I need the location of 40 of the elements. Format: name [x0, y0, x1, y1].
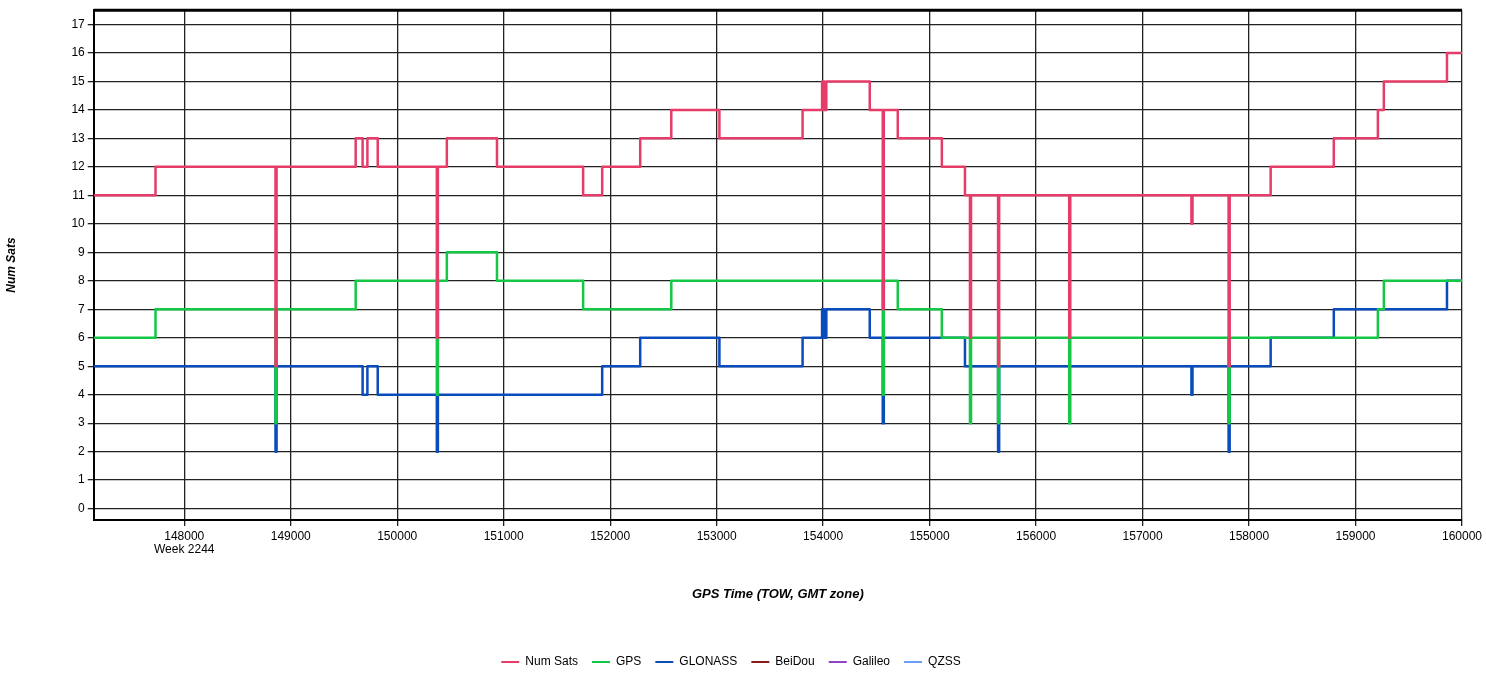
- x-tick-label: 157000: [1122, 528, 1163, 543]
- y-tick-label: 4: [78, 387, 86, 401]
- x-tick-label: 152000: [590, 528, 631, 543]
- x-tick-label: 151000: [483, 528, 525, 543]
- y-tick-label: 1: [78, 472, 86, 487]
- legend-label: BeiDou: [775, 654, 815, 669]
- legend-label: QZSS: [928, 654, 961, 669]
- y-tick-label: 6: [78, 330, 86, 345]
- y-tick-label: 9: [78, 244, 86, 259]
- x-axis-title: GPS Time (TOW, GMT zone): [691, 585, 864, 601]
- y-tick-label: 10: [71, 216, 86, 231]
- legend-label: Num Sats: [525, 654, 578, 669]
- x-tick-label: 153000: [696, 528, 737, 543]
- x-tick-label: 148000: [164, 528, 205, 543]
- y-tick-label: 12: [71, 159, 86, 174]
- y-tick-label: 11: [72, 187, 86, 202]
- y-axis-title: Num Sats: [3, 237, 18, 293]
- y-tick-label: 14: [71, 102, 86, 117]
- x-tick-label: 159000: [1335, 528, 1376, 543]
- y-tick-label: 5: [78, 358, 86, 373]
- text: Week 2244: [154, 542, 215, 557]
- x-tick-label: 158000: [1229, 528, 1270, 543]
- y-tick-label: 7: [78, 301, 86, 316]
- y-tick-label: 8: [78, 273, 86, 288]
- x-tick-label: 156000: [1016, 528, 1057, 543]
- x-tick-label: 160000: [1441, 528, 1483, 543]
- x-tick-label: 150000: [377, 528, 418, 543]
- y-tick-label: 3: [78, 415, 86, 430]
- x-tick-label: 155000: [909, 528, 950, 543]
- y-tick-label: 16: [71, 45, 86, 60]
- x-tick-label: 154000: [803, 528, 844, 543]
- y-tick-label: 0: [78, 500, 86, 515]
- legend-label: GLONASS: [679, 654, 738, 669]
- legend-label: GPS: [615, 654, 642, 669]
- y-tick-label: 15: [71, 73, 86, 88]
- legend-label: Galileo: [852, 654, 891, 669]
- y-tick-label: 2: [78, 443, 86, 458]
- y-tick-label: 17: [71, 16, 86, 31]
- x-tick-label: 149000: [270, 528, 312, 543]
- y-tick-label: 13: [71, 130, 86, 145]
